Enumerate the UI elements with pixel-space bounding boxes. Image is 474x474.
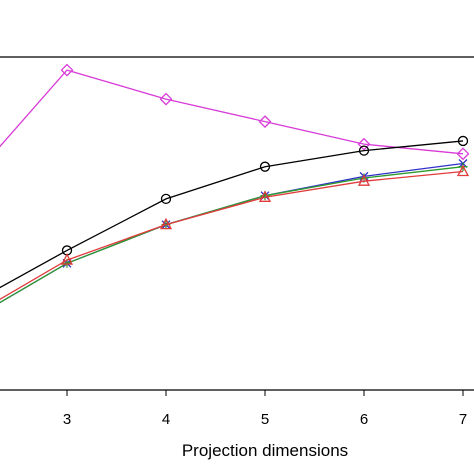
series-triangle bbox=[0, 164, 470, 301]
series-line bbox=[0, 162, 464, 304]
plot-frame bbox=[0, 56, 474, 391]
x-tick-label: 6 bbox=[360, 411, 368, 428]
x-tick-label: 7 bbox=[459, 411, 467, 428]
data-point bbox=[457, 135, 469, 147]
series-diamond bbox=[0, 63, 470, 161]
data-point bbox=[358, 145, 370, 156]
data-point bbox=[357, 137, 371, 151]
data-point bbox=[159, 92, 173, 106]
data-point bbox=[159, 217, 173, 230]
x-tick-label: 4 bbox=[162, 411, 170, 428]
series-line bbox=[0, 170, 464, 301]
series-line bbox=[0, 69, 464, 155]
series-line bbox=[0, 140, 464, 289]
series-line bbox=[0, 166, 464, 304]
data-point bbox=[60, 63, 74, 77]
series-plus bbox=[0, 162, 468, 304]
data-point bbox=[456, 164, 470, 177]
x-tick-label: 5 bbox=[261, 411, 269, 428]
series-circle bbox=[0, 135, 469, 289]
data-point bbox=[259, 161, 271, 172]
series-x bbox=[0, 159, 468, 304]
x-axis-title: Projection dimensions bbox=[182, 441, 348, 460]
series-layer bbox=[0, 63, 470, 304]
data-point bbox=[456, 147, 470, 161]
data-point bbox=[160, 193, 172, 205]
x-tick-label: 3 bbox=[63, 411, 71, 428]
x-axis: 3 4 5 6 7 bbox=[63, 390, 467, 428]
data-point bbox=[258, 115, 272, 129]
data-point bbox=[258, 190, 272, 202]
data-point bbox=[60, 253, 74, 265]
data-point bbox=[357, 174, 371, 186]
